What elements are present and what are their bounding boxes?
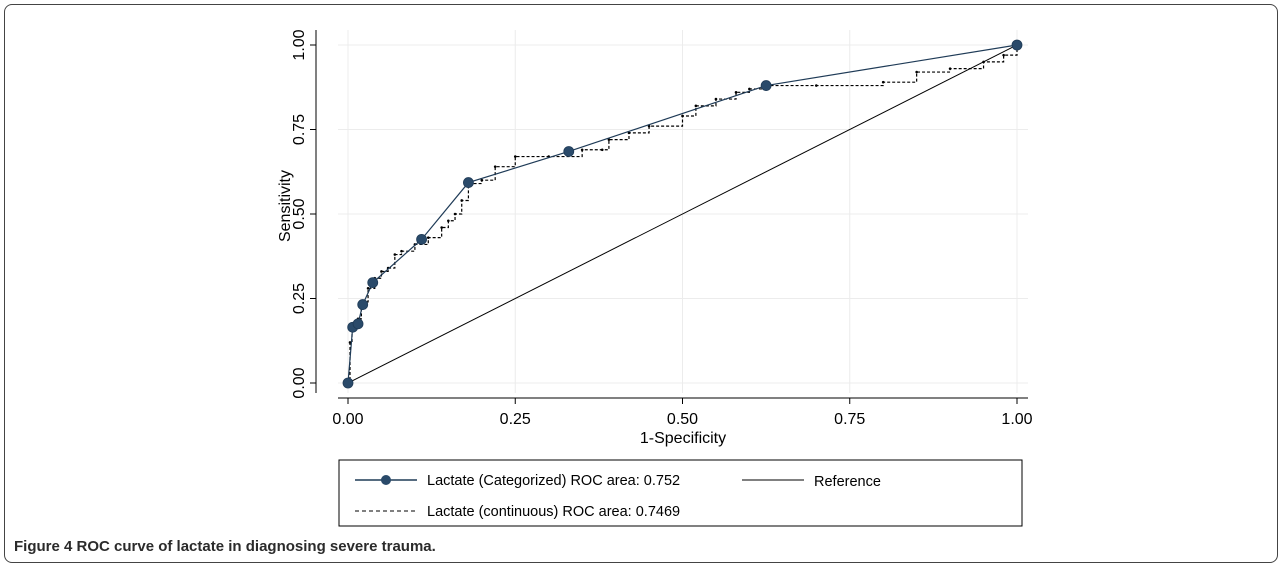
continuous-point [607,138,611,141]
continuous-point [714,97,718,101]
figure-caption: Figure 4 ROC curve of lactate in diagnos… [14,538,436,555]
continuous-point [948,67,952,70]
x-tick-label: 0.25 [500,411,531,428]
continuous-point [493,165,497,168]
categorized-point [357,299,369,310]
y-tick-label: 0.25 [291,283,308,314]
legend: Lactate (Categorized) ROC area: 0.752 Re… [338,459,1023,527]
continuous-point [400,249,403,253]
x-tick-label: 0.50 [667,411,698,428]
continuous-point [513,155,517,158]
continuous-point [440,226,443,229]
continuous-point [881,80,885,84]
categorized-point [342,377,354,389]
x-tick-label: 0.75 [834,411,865,428]
continuous-point [1002,53,1005,57]
y-ticks: 0.00 0.25 0.50 0.75 1.00 [291,29,316,399]
continuous-point [734,91,738,94]
continuous-point [600,148,604,152]
continuous-point [393,253,397,256]
continuous-point [366,287,370,290]
x-tick-label: 0.00 [332,411,363,428]
y-tick-label: 0.00 [291,367,308,398]
x-ticks: 0.00 0.25 0.50 0.75 1.00 [332,398,1033,428]
legend-label-categorized: Lactate (Categorized) ROC area: 0.752 [427,473,680,489]
figure-frame [4,4,1278,563]
continuous-point [580,148,584,152]
legend-label-reference: Reference [814,474,881,490]
continuous-point [627,131,631,135]
legend-box [338,459,1023,527]
categorized-point [563,146,575,157]
continuous-point [460,199,464,202]
categorized-point [760,80,772,91]
plot-region [316,10,1032,398]
figure-caption-text: ROC curve of lactate in diagnosing sever… [76,538,436,555]
continuous-point [426,236,430,239]
x-tick-label: 1.00 [1001,411,1032,428]
categorized-point [416,233,427,245]
categorized-point [463,177,474,188]
categorized-point [367,277,379,289]
continuous-point [447,219,450,223]
categorized-point [1011,39,1023,51]
categorized-layer [342,39,1023,389]
y-tick-label: 1.00 [291,29,308,60]
continuous-point [681,114,684,118]
legend-label-continuous: Lactate (continuous) ROC area: 0.7469 [427,504,680,520]
continuous-point [348,341,352,344]
continuous-point [748,87,751,91]
continuous-point [982,60,985,64]
x-axis-label: 1-Specificity [640,430,726,447]
figure-label: Figure 4 [14,538,73,555]
continuous-point [915,70,918,74]
y-tick-label: 0.50 [291,198,308,229]
y-tick-label: 0.75 [291,114,308,145]
continuous-point [815,84,818,87]
continuous-point [480,178,484,182]
legend-marker-categorized [381,475,391,485]
y-axis-label: Sensitivity [277,170,294,242]
continuous-point [453,212,457,216]
continuous-point [380,270,383,273]
reference-line [347,44,1018,384]
categorized-point [352,318,364,330]
continuous-point [694,104,698,108]
reference-layer [347,44,1018,384]
